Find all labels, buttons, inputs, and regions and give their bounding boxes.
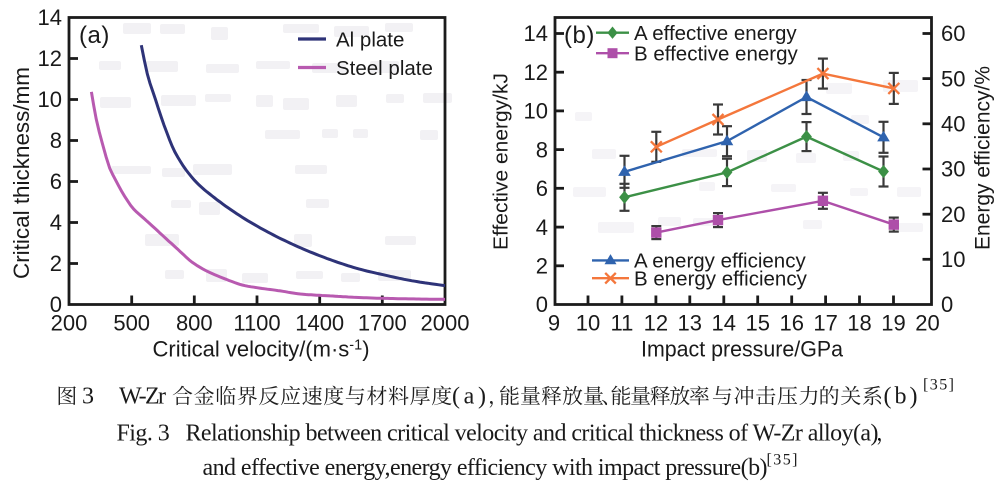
svg-text:A energy efficiency: A energy efficiency: [634, 250, 806, 273]
svg-text:10: 10: [941, 247, 965, 272]
svg-text:1100: 1100: [233, 311, 280, 336]
svg-text:16: 16: [779, 311, 803, 336]
svg-text:B energy efficiency: B energy efficiency: [634, 267, 808, 290]
svg-text:(b): (b): [564, 22, 595, 49]
svg-text:Al plate: Al plate: [336, 29, 404, 52]
svg-text:18: 18: [847, 311, 871, 336]
svg-text:Impact pressure/GPa: Impact pressure/GPa: [641, 337, 844, 362]
svg-text:14: 14: [524, 21, 548, 46]
svg-text:1400: 1400: [295, 311, 344, 336]
svg-text:10: 10: [524, 99, 548, 124]
svg-text:60: 60: [941, 21, 965, 46]
svg-text:800: 800: [176, 311, 213, 336]
svg-text:Critical thickness/mm: Critical thickness/mm: [9, 67, 34, 279]
svg-text:8: 8: [50, 128, 62, 153]
svg-text:14: 14: [712, 311, 736, 336]
svg-text:Steel plate: Steel plate: [336, 57, 433, 80]
svg-text:3: 3: [82, 384, 94, 410]
svg-text:0: 0: [50, 292, 62, 317]
svg-text:12: 12: [524, 60, 548, 85]
svg-text:11: 11: [610, 311, 633, 336]
svg-text:(a): (a): [79, 22, 110, 49]
svg-text:2: 2: [536, 254, 548, 279]
svg-text:4: 4: [50, 210, 62, 235]
svg-text:1700: 1700: [358, 311, 407, 336]
svg-text:15: 15: [745, 311, 769, 336]
svg-text:9: 9: [548, 311, 560, 336]
svg-text:20: 20: [941, 202, 965, 227]
svg-text:8: 8: [536, 137, 548, 162]
svg-text:10: 10: [576, 311, 600, 336]
svg-text:[35]: [35]: [923, 377, 954, 394]
svg-text:and effective energy,energy ef: and effective energy,energy efficiency w…: [203, 455, 768, 481]
svg-text:17: 17: [813, 311, 837, 336]
svg-text:Effective energy/kJ: Effective energy/kJ: [490, 73, 513, 250]
svg-text:50: 50: [941, 66, 965, 91]
svg-text:B effective energy: B effective energy: [634, 42, 798, 65]
svg-text:A effective energy: A effective energy: [634, 22, 797, 45]
svg-text:(b): (b): [884, 384, 920, 410]
svg-text:2: 2: [50, 251, 62, 276]
svg-text:200: 200: [51, 311, 88, 336]
svg-text:W-Zr: W-Zr: [119, 384, 166, 410]
svg-text:10: 10: [38, 87, 62, 112]
svg-text:12: 12: [38, 46, 62, 71]
svg-text:6: 6: [50, 169, 62, 194]
svg-text:40: 40: [941, 112, 965, 137]
svg-text:6: 6: [536, 176, 548, 201]
svg-text:19: 19: [881, 311, 905, 336]
svg-text:4: 4: [536, 215, 548, 240]
svg-text:[35]: [35]: [767, 452, 798, 469]
svg-text:0: 0: [536, 292, 548, 317]
svg-text:Fig. 3 Relationship between: Fig. 3 Relationship between critical vel…: [117, 421, 879, 447]
svg-text:20: 20: [915, 311, 939, 336]
svg-text:500: 500: [113, 311, 150, 336]
svg-text:Energy efficiency/%: Energy efficiency/%: [972, 66, 995, 250]
svg-text:30: 30: [941, 157, 965, 182]
svg-text:12: 12: [644, 311, 668, 336]
svg-text:0: 0: [941, 292, 953, 317]
svg-text:Critical velocity/(m·s-1): Critical velocity/(m·s-1): [153, 337, 370, 362]
svg-text:(a): (a): [452, 384, 488, 410]
svg-text:13: 13: [678, 311, 702, 336]
svg-text:2000: 2000: [421, 311, 470, 336]
svg-text:14: 14: [38, 5, 62, 30]
